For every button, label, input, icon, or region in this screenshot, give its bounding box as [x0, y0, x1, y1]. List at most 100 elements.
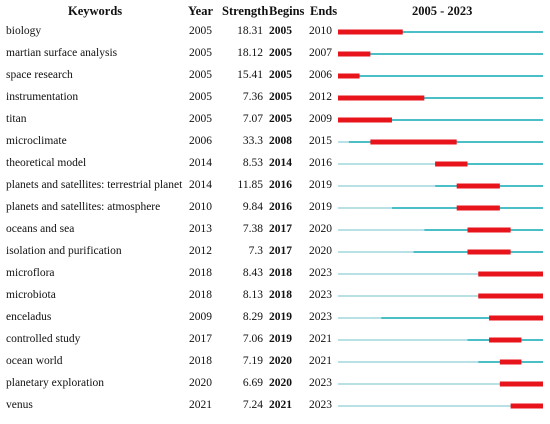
keyword-cell: titan [6, 113, 27, 125]
begin-cell: 2020 [269, 355, 292, 367]
strength-cell: 7.24 [242, 399, 263, 411]
keyword-cell: planets and satellites: terrestrial plan… [6, 179, 183, 191]
strength-cell: 8.53 [242, 157, 263, 169]
end-cell: 2019 [309, 179, 332, 191]
keyword-cell: microbiota [6, 289, 56, 301]
year-cell: 2018 [189, 289, 212, 301]
strength-cell: 7.36 [242, 91, 263, 103]
burst-bar [338, 117, 392, 123]
year-cell: 2014 [189, 179, 212, 191]
burst-bar [510, 403, 543, 409]
end-cell: 2023 [309, 377, 332, 389]
keyword-cell: instrumentation [6, 91, 79, 103]
year-cell: 2021 [189, 399, 212, 411]
header-strength: Strength [222, 4, 269, 18]
year-cell: 2005 [189, 113, 212, 125]
keyword-cell: space research [6, 69, 73, 81]
burst-bar [435, 161, 468, 167]
burst-bar [338, 73, 360, 79]
strength-cell: 11.85 [237, 179, 263, 191]
keyword-cell: planets and satellites: atmosphere [6, 201, 161, 213]
strength-cell: 15.41 [237, 69, 263, 81]
begin-cell: 2005 [269, 91, 292, 103]
end-cell: 2023 [309, 399, 332, 411]
year-cell: 2010 [189, 201, 212, 213]
year-cell: 2006 [189, 135, 212, 147]
year-cell: 2014 [189, 157, 212, 169]
strength-cell: 7.19 [242, 355, 263, 367]
keyword-cell: isolation and purification [6, 245, 122, 257]
begin-cell: 2018 [269, 267, 292, 279]
begin-cell: 2017 [269, 223, 292, 235]
burst-bar [467, 227, 511, 233]
begin-cell: 2005 [269, 25, 292, 37]
keyword-cell: microclimate [6, 135, 67, 147]
end-cell: 2016 [309, 157, 332, 169]
begin-cell: 2019 [269, 333, 292, 345]
year-cell: 2013 [189, 223, 212, 235]
strength-cell: 8.43 [242, 267, 263, 279]
end-cell: 2007 [309, 47, 332, 59]
burst-bar [489, 337, 522, 343]
end-cell: 2020 [309, 245, 332, 257]
year-cell: 2018 [189, 355, 212, 367]
strength-cell: 33.3 [242, 135, 263, 147]
begin-cell: 2018 [269, 289, 292, 301]
end-cell: 2023 [309, 267, 332, 279]
end-cell: 2012 [309, 91, 332, 103]
burst-bar [478, 271, 543, 277]
end-cell: 2023 [309, 311, 332, 323]
burst-bar [478, 293, 543, 299]
year-cell: 2017 [189, 333, 212, 345]
year-cell: 2005 [189, 69, 212, 81]
begin-cell: 2005 [269, 113, 292, 125]
header-keywords: Keywords [68, 4, 123, 18]
strength-cell: 8.13 [242, 289, 263, 301]
header-range: 2005 - 2023 [412, 4, 473, 18]
strength-cell: 7.07 [242, 113, 263, 125]
begin-cell: 2014 [269, 157, 292, 169]
keyword-cell: planetary exploration [6, 377, 105, 389]
burst-bar [456, 183, 500, 189]
strength-cell: 18.31 [237, 25, 263, 37]
keyword-cell: enceladus [6, 311, 52, 323]
keyword-cell: biology [6, 25, 42, 37]
year-cell: 2018 [189, 267, 212, 279]
strength-cell: 7.06 [242, 333, 263, 345]
begin-cell: 2017 [269, 245, 292, 257]
keyword-cell: oceans and sea [6, 223, 75, 235]
burst-bar [499, 381, 543, 387]
burst-bar [370, 139, 457, 145]
year-cell: 2005 [189, 25, 212, 37]
keyword-cell: venus [6, 399, 33, 411]
burst-bar [489, 315, 543, 321]
end-cell: 2006 [309, 69, 332, 81]
year-cell: 2012 [189, 245, 212, 257]
end-cell: 2020 [309, 223, 332, 235]
end-cell: 2009 [309, 113, 332, 125]
begin-cell: 2019 [269, 311, 292, 323]
end-cell: 2019 [309, 201, 332, 213]
begin-cell: 2005 [269, 69, 292, 81]
end-cell: 2023 [309, 289, 332, 301]
begin-cell: 2021 [269, 399, 292, 411]
strength-cell: 18.12 [237, 47, 263, 59]
begin-cell: 2008 [269, 135, 292, 147]
burst-bar [499, 359, 522, 365]
end-cell: 2021 [309, 355, 332, 367]
begin-cell: 2020 [269, 377, 292, 389]
header-begins: Begins [269, 4, 305, 18]
keyword-cell: theoretical model [6, 157, 87, 169]
keyword-cell: controlled study [6, 333, 81, 345]
burst-bar [338, 51, 371, 57]
keyword-cell: martian surface analysis [6, 47, 118, 59]
end-cell: 2010 [309, 25, 332, 37]
keyword-cell: microflora [6, 267, 55, 279]
burst-bar [456, 205, 500, 211]
strength-cell: 7.3 [248, 245, 263, 257]
end-cell: 2021 [309, 333, 332, 345]
burst-bar [338, 95, 425, 101]
year-cell: 2005 [189, 91, 212, 103]
